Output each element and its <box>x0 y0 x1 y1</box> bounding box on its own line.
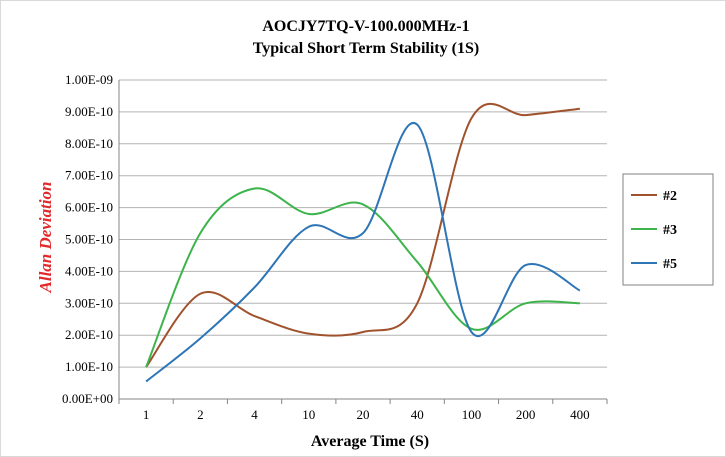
y-tick-label: 4.00E-10 <box>65 263 113 278</box>
y-tick-label: 0.00E+00 <box>62 391 113 406</box>
x-tick-label: 1 <box>143 407 150 422</box>
y-tick-label: 6.00E-10 <box>65 200 113 215</box>
chart-title: AOCJY7TQ-V-100.000MHz-1 <box>262 18 469 35</box>
y-tick-label: 5.00E-10 <box>65 232 113 247</box>
x-tick-label: 400 <box>570 407 590 422</box>
x-axis-title: Average Time (S) <box>311 433 429 450</box>
x-tick-label: 200 <box>516 407 536 422</box>
series-line-5 <box>145 121 581 383</box>
x-tick-label: 10 <box>302 407 315 422</box>
y-axis-title: Allan Deviation <box>36 182 55 294</box>
series-lines <box>145 103 581 383</box>
legend-label-3: #3 <box>663 223 677 238</box>
x-tick-label: 40 <box>411 407 424 422</box>
y-tick-label: 7.00E-10 <box>65 168 113 183</box>
y-tick-label: 1.00E-09 <box>65 72 113 87</box>
gridlines <box>118 79 607 400</box>
y-tick-label: 1.00E-10 <box>65 359 113 374</box>
y-tick-label: 9.00E-10 <box>65 104 113 119</box>
x-axis: 1 2 4 10 20 40 100 200 400 <box>118 399 608 422</box>
y-axis-ticks: 0.00E+00 1.00E-10 2.00E-10 3.00E-10 4.00E-10… <box>62 72 113 406</box>
x-tick-label: 100 <box>462 407 482 422</box>
x-tick-label: 2 <box>197 407 204 422</box>
series-line-2 <box>145 103 581 368</box>
x-tick-label: 20 <box>357 407 370 422</box>
legend-label-5: #5 <box>663 257 677 272</box>
chart-subtitle: Typical Short Term Stability (1S) <box>253 40 479 57</box>
series-line-3 <box>145 187 580 368</box>
y-tick-label: 3.00E-10 <box>65 295 113 310</box>
x-tick-label: 4 <box>251 407 258 422</box>
y-tick-label: 8.00E-10 <box>65 136 113 151</box>
y-tick-label: 2.00E-10 <box>65 327 113 342</box>
legend-label-2: #2 <box>663 189 677 204</box>
legend: #2 #3 #5 <box>622 173 714 286</box>
